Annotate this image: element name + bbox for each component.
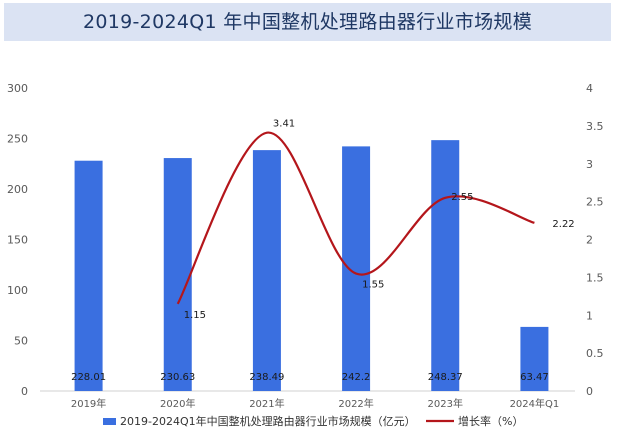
growth-rate-label: 2.22 bbox=[552, 219, 574, 230]
y-left-tick-label: 50 bbox=[14, 335, 28, 348]
y-right-tick-label: 4 bbox=[586, 82, 593, 95]
y-right-tick-label: 1.5 bbox=[586, 271, 604, 284]
y-right-tick-label: 3.5 bbox=[586, 120, 604, 133]
bar-value-label: 63.47 bbox=[520, 372, 549, 383]
x-tick-label: 2022年 bbox=[338, 397, 373, 410]
bar-value-label: 238.49 bbox=[249, 372, 284, 383]
bar-2020年 bbox=[163, 158, 192, 391]
bar-value-label: 242.2 bbox=[342, 372, 371, 383]
y-left-tick-label: 0 bbox=[21, 385, 28, 398]
growth-rate-label: 2.55 bbox=[451, 192, 473, 203]
growth-rate-line bbox=[176, 131, 535, 305]
bar-value-label: 230.63 bbox=[160, 372, 195, 383]
y-left-tick-label: 100 bbox=[7, 284, 28, 297]
y-left-tick-label: 150 bbox=[7, 234, 28, 247]
x-tick-label: 2021年 bbox=[249, 397, 284, 410]
x-tick-label: 2023年 bbox=[428, 397, 463, 410]
x-tick-label: 2024年Q1 bbox=[510, 397, 560, 410]
x-tick-label: 2019年 bbox=[71, 397, 106, 410]
legend-swatch-bar bbox=[103, 418, 116, 425]
title-band: 2019-2024Q1 年中国整机处理路由器行业市场规模 bbox=[4, 3, 611, 41]
bar-2019年 bbox=[74, 160, 103, 391]
y-right-tick-label: 0 bbox=[586, 385, 593, 398]
y-right-tick-label: 2 bbox=[586, 234, 593, 247]
y-right-tick-label: 0.5 bbox=[586, 347, 604, 360]
growth-rate-label: 3.41 bbox=[273, 119, 295, 130]
bar-2022年 bbox=[342, 146, 371, 391]
growth-rate-label: 1.15 bbox=[184, 310, 206, 321]
y-left-tick-label: 200 bbox=[7, 183, 28, 196]
bar-2023年 bbox=[431, 140, 460, 391]
bar-2024年Q1 bbox=[520, 326, 549, 391]
bar-value-label: 228.01 bbox=[71, 372, 106, 383]
legend-label-line: 增长率（%） bbox=[458, 414, 523, 428]
y-right-tick-label: 2.5 bbox=[586, 196, 604, 209]
legend-label-bar: 2019-2024Q1年中国整机处理路由器行业市场规模（亿元） bbox=[120, 414, 416, 428]
chart-title: 2019-2024Q1 年中国整机处理路由器行业市场规模 bbox=[82, 11, 533, 33]
growth-rate-label: 1.55 bbox=[362, 280, 384, 291]
y-left-tick-label: 250 bbox=[7, 133, 28, 146]
bar-2021年 bbox=[252, 150, 281, 391]
bar-value-label: 248.37 bbox=[428, 372, 463, 383]
y-left-tick-label: 300 bbox=[7, 82, 28, 95]
y-right-tick-label: 1 bbox=[586, 309, 593, 322]
y-right-tick-label: 3 bbox=[586, 158, 593, 171]
x-tick-label: 2020年 bbox=[160, 397, 195, 410]
